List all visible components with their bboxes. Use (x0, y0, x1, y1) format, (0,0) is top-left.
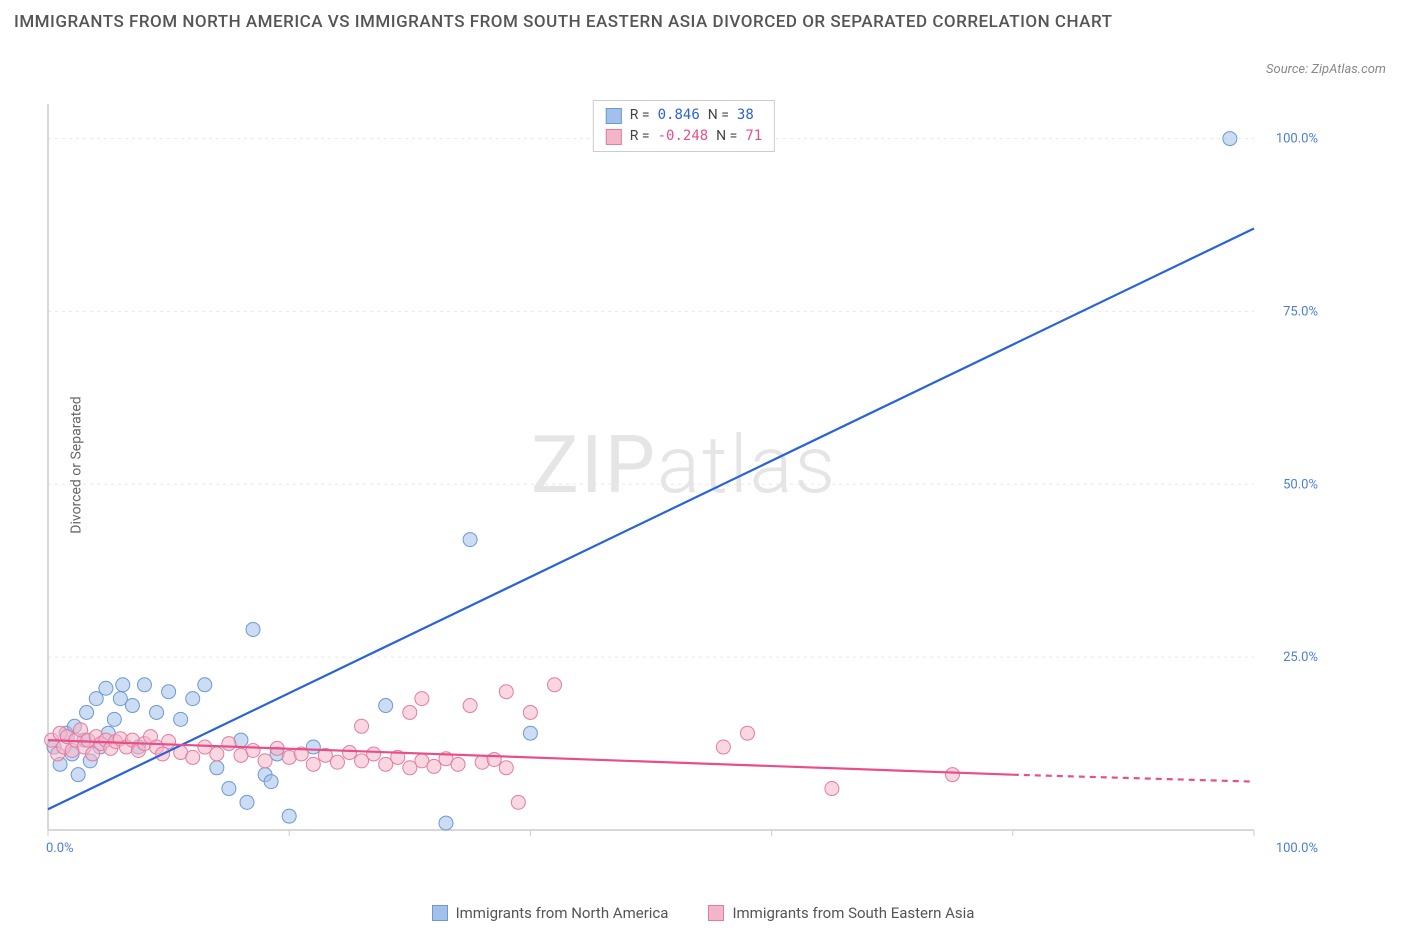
legend-swatch-1 (606, 129, 622, 145)
legend-n-label-0: N = (708, 105, 729, 126)
svg-text:75.0%: 75.0% (1283, 304, 1318, 319)
legend-r-value-0: 0.846 (658, 105, 700, 126)
legend-row-series-1: R = -0.248 N = 71 (606, 126, 762, 147)
legend-r-label-1: R = (630, 126, 650, 147)
legend-r-value-1: -0.248 (658, 126, 709, 147)
legend-swatch-0 (606, 108, 622, 124)
correlation-legend: R = 0.846 N = 38 R = -0.248 N = 71 (593, 100, 775, 152)
bottom-legend: Immigrants from North America Immigrants… (0, 904, 1406, 922)
svg-text:50.0%: 50.0% (1283, 477, 1318, 492)
chart-area: ZIPatlas 25.0%50.0%75.0%100.0%0.0%100.0%… (44, 100, 1324, 860)
legend-r-label-0: R = (630, 105, 650, 126)
svg-text:100.0%: 100.0% (1276, 132, 1318, 147)
bottom-legend-item-0: Immigrants from North America (432, 904, 669, 922)
bottom-legend-item-1: Immigrants from South Eastern Asia (708, 904, 974, 922)
bottom-swatch-0 (432, 905, 448, 921)
bottom-label-1: Immigrants from South Eastern Asia (732, 904, 974, 922)
svg-text:100.0%: 100.0% (1276, 841, 1318, 856)
bottom-swatch-1 (708, 905, 724, 921)
svg-text:25.0%: 25.0% (1283, 650, 1318, 665)
svg-text:0.0%: 0.0% (46, 841, 74, 856)
legend-n-value-1: 71 (745, 126, 762, 147)
chart-title: IMMIGRANTS FROM NORTH AMERICA VS IMMIGRA… (14, 10, 1112, 36)
bottom-label-0: Immigrants from North America (456, 904, 669, 922)
legend-n-value-0: 38 (737, 105, 754, 126)
legend-row-series-0: R = 0.846 N = 38 (606, 105, 762, 126)
legend-n-label-1: N = (716, 126, 737, 147)
source-label: Source: ZipAtlas.com (1266, 62, 1386, 77)
scatter-plot: 25.0% 50.0% 75.0% 100.0% 0.0% 100.0% (44, 100, 1324, 860)
